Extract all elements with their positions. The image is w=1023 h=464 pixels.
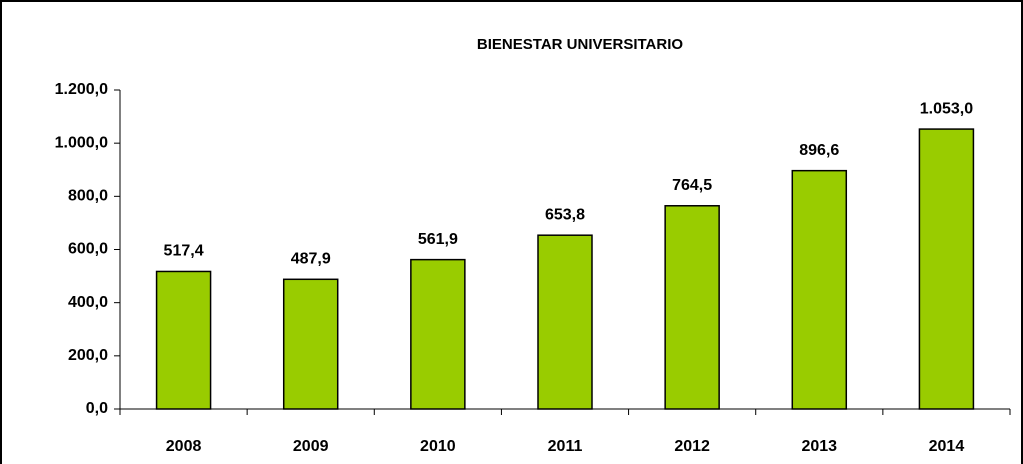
data-label: 896,6: [799, 142, 839, 159]
y-tick-label: 800,0: [68, 188, 108, 205]
x-tick-label: 2014: [929, 438, 965, 455]
y-tick-label: 0,0: [86, 400, 108, 417]
bar: [410, 258, 466, 410]
bar: [918, 128, 975, 410]
x-tick-label: 2013: [801, 438, 837, 455]
data-label: 561,9: [418, 231, 458, 248]
x-tick-label: 2011: [548, 438, 583, 455]
bar: [537, 234, 593, 410]
data-label: 653,8: [545, 206, 585, 223]
y-tick-label: 1.000,0: [55, 134, 108, 151]
bar: [282, 278, 339, 410]
bar: [155, 270, 212, 410]
data-label: 487,9: [291, 251, 331, 268]
data-label: 517,4: [164, 243, 204, 260]
y-tick-label: 400,0: [68, 294, 108, 311]
data-label: 764,5: [672, 177, 712, 194]
x-tick-label: 2012: [674, 438, 710, 455]
y-tick-label: 200,0: [68, 347, 108, 364]
y-tick-label: 600,0: [68, 241, 108, 258]
data-label: 1.053,0: [920, 100, 973, 117]
x-tick-label: 2009: [293, 438, 329, 455]
x-tick-label: 2008: [166, 438, 202, 455]
bar: [664, 205, 720, 410]
chart-title: BIENESTAR UNIVERSITARIO: [477, 36, 683, 53]
bar: [791, 169, 848, 410]
x-tick-label: 2010: [420, 438, 456, 455]
y-tick-label: 1.200,0: [55, 81, 108, 98]
